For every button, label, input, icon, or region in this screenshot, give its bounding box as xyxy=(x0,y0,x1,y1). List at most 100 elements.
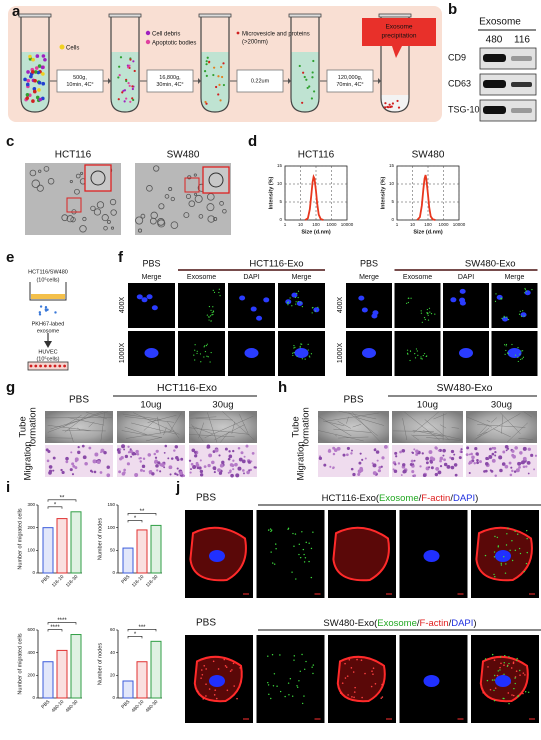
migrated-cell xyxy=(193,451,197,454)
tube-network xyxy=(411,434,419,441)
exosome-signal xyxy=(503,556,505,558)
legend-text: Apoptotic bodies xyxy=(152,41,196,47)
title-part: / xyxy=(419,493,422,504)
migrated-cell xyxy=(227,457,231,461)
exosome-signal xyxy=(416,350,418,352)
migrated-cell xyxy=(214,448,219,453)
migrated-cell xyxy=(142,457,146,460)
migrated-cell xyxy=(476,461,479,465)
x-tick-label: 1000 xyxy=(326,222,337,227)
row-label: formation xyxy=(301,407,312,447)
group-title: HCT116-Exo(Exosome/F-actin/DAPI) xyxy=(322,493,479,504)
exosome-signal xyxy=(296,292,298,294)
tube-rim xyxy=(378,13,412,18)
y-axis-label: Number of migrated cells xyxy=(17,633,23,694)
exosome-signal xyxy=(303,553,305,556)
exosome-dot xyxy=(44,306,48,309)
f-actin-speck xyxy=(236,697,238,700)
tube-network xyxy=(231,421,235,434)
panel-letter: a xyxy=(12,3,21,20)
tube-rim xyxy=(288,13,322,18)
sig-label: **** xyxy=(50,625,60,631)
title-part: SW480-Exo( xyxy=(323,618,378,629)
exosome-signal xyxy=(420,358,422,360)
exosome-signal xyxy=(204,345,206,347)
exosome-signal xyxy=(211,314,213,316)
migrated-cell xyxy=(91,470,94,473)
migrated-cell xyxy=(351,449,353,452)
nucleus xyxy=(495,675,511,687)
flow-text: PKH67-labed xyxy=(32,321,65,327)
f-actin-speck xyxy=(217,668,220,670)
migrated-cell xyxy=(357,469,362,474)
exosome-signal xyxy=(522,350,524,352)
sig-label: ** xyxy=(140,509,145,515)
migrated-cell xyxy=(491,452,495,456)
bar xyxy=(56,649,68,699)
exosome-signal xyxy=(519,353,521,355)
tube-network xyxy=(338,410,377,420)
exosome-signal xyxy=(491,679,494,681)
bar xyxy=(70,634,82,699)
migrated-cell xyxy=(490,469,494,473)
exosome-signal xyxy=(312,672,314,675)
f-actin-speck xyxy=(489,688,492,691)
migrated-cell xyxy=(77,450,81,455)
f-actin-speck xyxy=(200,677,202,679)
particle xyxy=(118,74,121,77)
vesicle xyxy=(80,171,84,175)
exosome-signal xyxy=(300,343,302,345)
migrated-cell xyxy=(328,448,331,452)
migrated-cell xyxy=(402,463,406,467)
migrated-cell xyxy=(118,470,122,474)
vesicle xyxy=(185,193,192,199)
sig-label: * xyxy=(54,502,57,508)
legend-text: Cell debris xyxy=(152,32,180,38)
y-tick-label: 200 xyxy=(27,525,35,530)
migrated-cell xyxy=(402,469,407,474)
exosome-signal xyxy=(491,653,494,656)
tube xyxy=(20,16,50,113)
particle xyxy=(33,78,37,83)
migrated-cell xyxy=(93,470,97,474)
migrated-cell xyxy=(509,473,513,477)
migrated-cell xyxy=(81,444,85,448)
tube-network xyxy=(207,412,218,443)
migrated-cell xyxy=(199,459,202,462)
f-actin-speck xyxy=(524,674,526,676)
migrated-cell xyxy=(147,453,152,457)
legend-text: Cells xyxy=(66,46,79,52)
particle xyxy=(43,57,47,62)
flow-text: exosome xyxy=(37,328,59,334)
migrated-cell xyxy=(453,453,456,456)
f-actin-speck xyxy=(372,667,375,670)
tube-network xyxy=(317,430,364,442)
migrated-cell xyxy=(498,455,503,460)
migrated-cell xyxy=(227,471,230,474)
migrated-cell xyxy=(465,453,469,457)
vesicle xyxy=(170,196,175,202)
exosome-signal xyxy=(279,654,281,656)
f-actin-speck xyxy=(381,683,383,686)
migrated-cell xyxy=(106,465,110,469)
migrated-cell xyxy=(513,470,517,473)
tube-formation-image xyxy=(392,411,463,443)
zoom-inset xyxy=(202,166,230,194)
sig-bracket xyxy=(47,506,63,509)
migrated-cell xyxy=(218,454,221,457)
flow-text: (10⁵cells) xyxy=(36,276,59,283)
particle xyxy=(25,96,30,100)
migrated-cell xyxy=(124,454,129,459)
migrated-cell xyxy=(439,459,442,463)
panel-letter: b xyxy=(448,1,457,18)
particle xyxy=(128,84,131,87)
exosome-signal xyxy=(526,551,528,554)
exosome-signal xyxy=(303,561,306,563)
particle xyxy=(215,85,218,89)
row-label: Migration xyxy=(23,441,34,480)
f-actin-speck xyxy=(201,673,204,676)
f-actin-speck xyxy=(522,672,525,674)
exosome-signal xyxy=(299,670,301,672)
exosome-signal xyxy=(288,694,290,696)
migrated-cell xyxy=(224,447,228,451)
